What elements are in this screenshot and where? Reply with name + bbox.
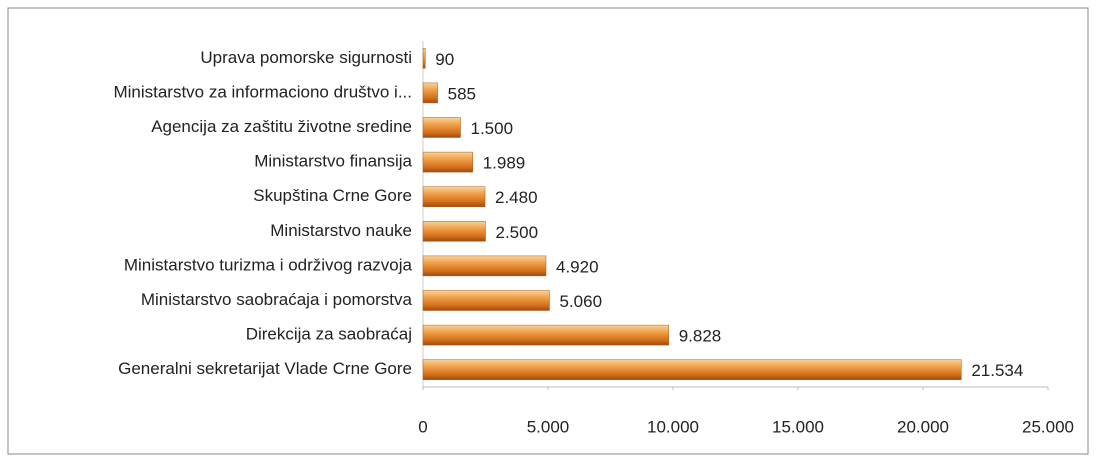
bar [422,186,486,207]
value-label: 2.500 [496,223,539,242]
y-tick-label: Uprava pomorske sigurnosti [200,48,412,67]
x-tick-label: 10.000 [647,417,699,436]
x-tick-label: 15.000 [772,417,824,436]
bar [422,290,550,311]
value-label: 1.500 [471,119,514,138]
value-label: 2.480 [495,188,538,207]
bar [422,117,461,138]
value-label: 90 [435,50,454,69]
value-label: 4.920 [556,257,599,276]
value-label: 585 [448,84,476,103]
bar [422,221,486,242]
y-tick-label: Skupština Crne Gore [253,186,412,205]
y-tick-label: Agencija za zaštitu životne sredine [151,117,412,136]
value-label: 9.828 [679,327,722,346]
y-tick-label: Generalni sekretarijat Vlade Crne Gore [118,359,412,378]
x-tick-label: 25.000 [1022,417,1074,436]
value-label: 21.534 [971,361,1023,380]
value-label: 5.060 [560,292,603,311]
bar [422,359,962,380]
y-tick-label: Ministarstvo finansija [254,152,412,171]
bar [422,255,547,277]
bar [422,151,473,173]
bar [422,48,426,69]
x-tick-label: 20.000 [897,417,949,436]
bar [422,324,669,346]
x-tick-label: 5.000 [527,417,570,436]
value-label: 1.989 [483,154,526,173]
y-tick-label: Ministarstvo saobraćaja i pomorstva [141,290,413,309]
y-tick-label: Ministarstvo nauke [270,221,412,240]
x-tick-label: 0 [418,417,427,436]
y-tick-label: Ministarstvo za informaciono društvo i..… [113,82,412,101]
bar [422,82,438,104]
y-tick-label: Ministarstvo turizma i održivog razvoja [124,255,413,274]
y-tick-label: Direkcija za saobraćaj [246,325,412,344]
